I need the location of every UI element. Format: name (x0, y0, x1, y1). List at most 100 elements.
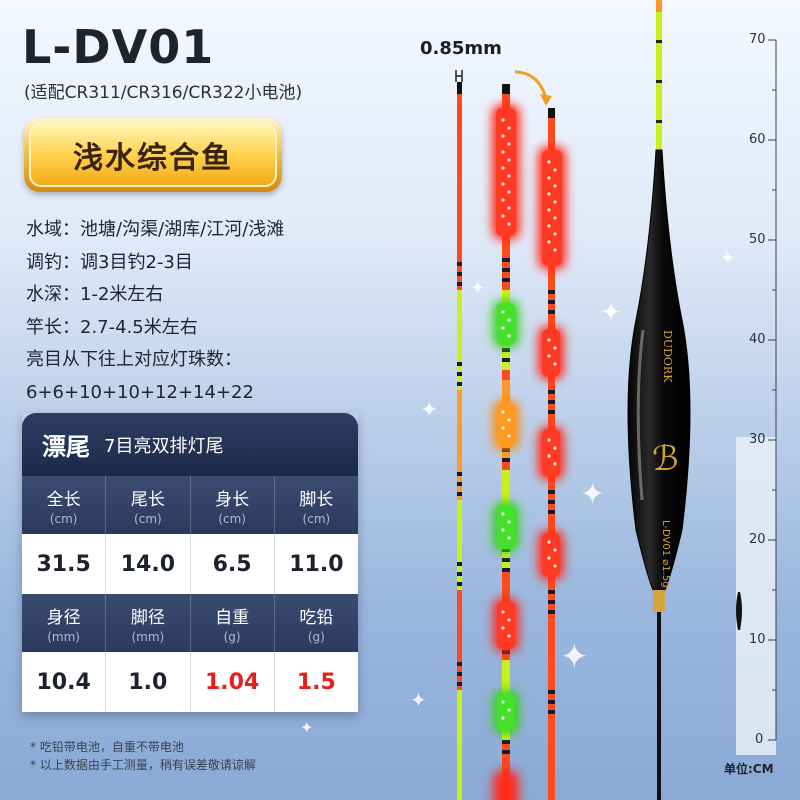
cell-label: 自重 (215, 607, 250, 628)
cell-value-highlight: 1.04 (204, 669, 260, 695)
sparkle-decoration: ✦ (560, 637, 589, 677)
value-cell: 1.5 (275, 652, 358, 712)
cell-value: 14.0 (120, 551, 176, 577)
spec-table-label-row: 全长 (cm) 尾长 (cm) 身长 (cm) 脚长 (cm) (22, 476, 358, 534)
sparkle-decoration: ✦ (410, 688, 427, 712)
ruler-label: 50 (749, 232, 766, 247)
value-cell: 14.0 (106, 534, 191, 594)
float-brand-print: DUDORK (661, 330, 674, 383)
led-green (497, 505, 515, 549)
spec-list: 水域：池塘/沟渠/湖库/江河/浅滩 调钓：调3目钓2-3目 水深：1-2米左右 … (26, 214, 284, 409)
cell-value-highlight: 1.5 (296, 669, 336, 695)
cell-label: 尾长 (130, 489, 165, 510)
product-model-title: L-DV01 (22, 20, 215, 74)
tip-diameter-label: 0.85mm (420, 38, 502, 59)
value-cell: 1.0 (106, 652, 191, 712)
ruler-unit-label: 单位:CM (724, 762, 774, 776)
spec-table-value-row: 10.4 1.0 1.04 1.5 (22, 652, 358, 712)
spec-table-title: 漂尾 (42, 433, 90, 461)
spec-led-counts: 6+6+10+10+12+14+22 (26, 381, 254, 403)
led-green (497, 303, 515, 345)
cell-unit: (mm) (47, 629, 80, 644)
label-cell-foot-diameter: 脚径 (mm) (106, 594, 191, 652)
cell-unit: (cm) (302, 511, 331, 526)
label-cell-tail-length: 尾长 (cm) (106, 476, 191, 534)
float-logo-emblem: ℬ (652, 439, 679, 479)
cell-value: 31.5 (36, 551, 91, 577)
ruler-ticks (768, 39, 777, 741)
ruler-label: 40 (749, 332, 766, 347)
value-cell: 11.0 (275, 534, 358, 594)
led-dots (547, 160, 557, 568)
cell-label: 吃铅 (299, 607, 334, 628)
ruler-label: 30 (749, 432, 766, 447)
spec-table-value-row: 31.5 14.0 6.5 11.0 (22, 534, 358, 594)
inset-ruler (736, 437, 776, 755)
cell-value: 10.4 (36, 669, 91, 695)
spec-tuning: 调钓：调3目钓2-3目 (26, 251, 193, 273)
spec-table-label-row: 身径 (mm) 脚径 (mm) 自重 (g) 吃铅 (g) (22, 594, 358, 652)
cell-label: 身长 (215, 489, 250, 510)
led-red-glow (493, 770, 519, 800)
cell-label: 身径 (46, 607, 81, 628)
sparkle-decoration: ✦ (470, 278, 486, 299)
footnotes: * 吃铅带电池，自重不带电池 * 以上数据由手工测量，稍有误差敬请谅解 (30, 738, 256, 774)
spec-table: 漂尾 7目亮双排灯尾 全长 (cm) 尾长 (cm) 身长 (cm) 脚长 (cm) 3… (22, 413, 358, 712)
led-red (542, 329, 560, 377)
category-badge-label: 浅水综合鱼 (29, 123, 277, 187)
cell-unit: (mm) (131, 629, 165, 644)
float-model-print: L-DV01 ⌀1.5g (660, 520, 671, 588)
cell-unit: (cm) (49, 511, 78, 526)
sparkle-decoration: ✦ (600, 298, 622, 328)
value-cell: 31.5 (22, 534, 107, 594)
led-orange (497, 403, 515, 447)
ruler-label: 70 (749, 32, 766, 47)
led-dots (501, 118, 511, 720)
spec-table-description: 7目亮双排灯尾 (104, 435, 224, 457)
tip-dimension-marker (455, 70, 463, 82)
ruler-label: 60 (749, 132, 766, 147)
main-float: DUDORK ℬ L-DV01 ⌀1.5g (627, 0, 691, 800)
sparkle-decoration: ✦ (300, 718, 314, 737)
cell-label: 脚长 (299, 489, 334, 510)
spec-water-depth: 水深：1-2米左右 (26, 284, 164, 305)
cell-value: 1.0 (128, 669, 168, 695)
cell-value: 11.0 (289, 551, 344, 577)
float-tail-plain (457, 82, 462, 800)
cell-unit: (cm) (134, 511, 162, 526)
label-cell-body-length: 身长 (cm) (191, 476, 275, 534)
value-cell: 6.5 (191, 534, 275, 594)
led-red (496, 108, 516, 236)
cell-unit: (cm) (218, 511, 246, 526)
category-badge: 浅水综合鱼 (24, 118, 282, 192)
spec-table-header: 漂尾 7目亮双排灯尾 (22, 413, 358, 476)
cell-value: 6.5 (212, 551, 252, 577)
label-cell-total-length: 全长 (cm) (22, 476, 107, 534)
spec-led-heading: 亮目从下往上对应灯珠数： (26, 349, 242, 370)
led-red (542, 533, 560, 577)
ruler-label: 10 (749, 632, 766, 647)
ruler-label: 20 (749, 532, 766, 547)
cell-unit: (g) (223, 629, 241, 644)
label-cell-foot-length: 脚长 (cm) (275, 476, 358, 534)
arrow-head-icon (540, 94, 552, 106)
footnote: * 吃铅带电池，自重不带电池 (30, 740, 184, 754)
led-red (542, 150, 562, 266)
spec-rod-length: 竿长：2.7-4.5米左右 (26, 316, 198, 338)
value-cell: 10.4 (22, 652, 107, 712)
cell-label: 全长 (46, 489, 81, 510)
battery-compatibility-note: (适配CR311/CR316/CR322小电池) (24, 83, 303, 103)
led-red (542, 429, 560, 477)
ruler-label: 0 (755, 732, 764, 747)
float-tail-lit-side (538, 108, 566, 800)
led-green (497, 693, 515, 731)
led-red (497, 601, 515, 649)
curved-arrow-icon (514, 70, 548, 99)
cell-unit: (g) (307, 629, 325, 644)
spec-water-area: 水域：池塘/沟渠/湖库/江河/浅滩 (26, 219, 285, 240)
float-tail-lit-front (492, 84, 520, 800)
cell-label: 脚径 (130, 607, 165, 628)
sparkle-decoration: ✦ (580, 477, 606, 512)
label-cell-lead-load: 吃铅 (g) (275, 594, 358, 652)
